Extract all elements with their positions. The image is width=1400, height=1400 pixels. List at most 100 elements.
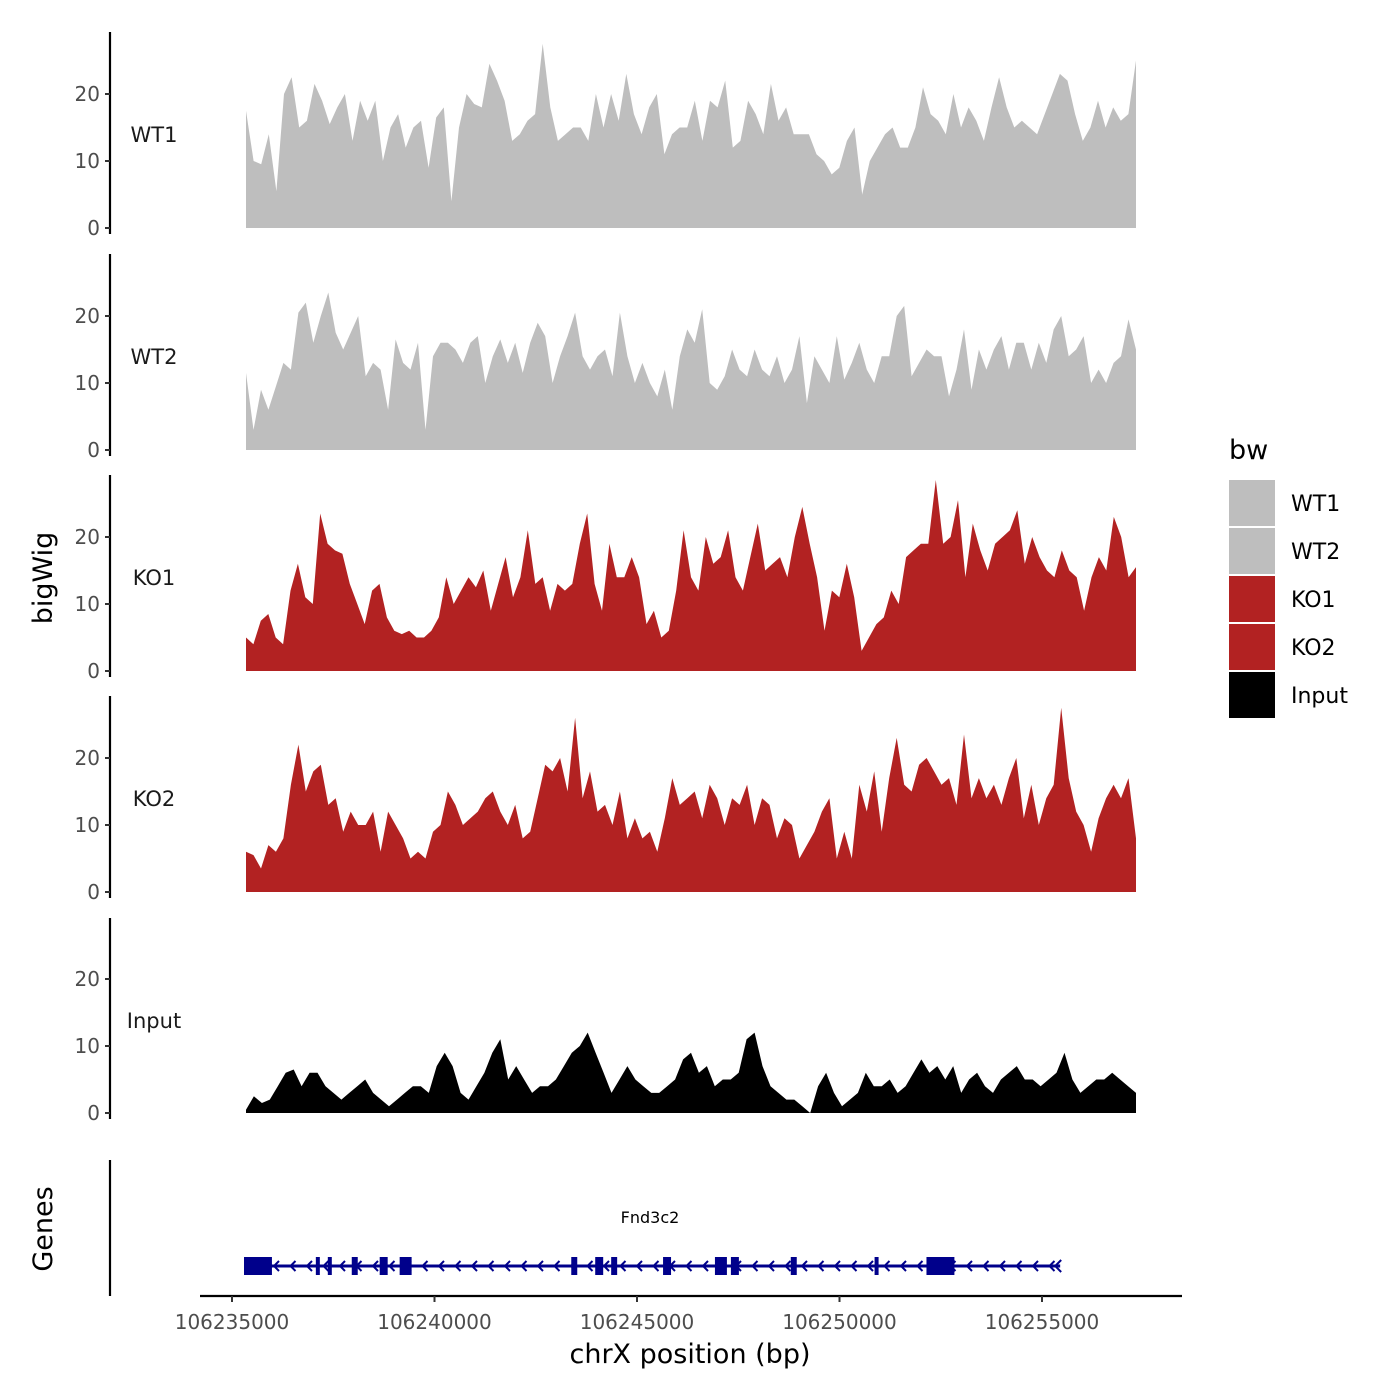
x-tick-label: 106250000: [782, 1310, 897, 1334]
legend-swatch-wt2: [1229, 528, 1275, 574]
y-tick-label: 10: [75, 149, 100, 173]
strand-arrow: [520, 1260, 528, 1272]
strand-arrow: [470, 1260, 478, 1272]
area-ko2: [246, 707, 1136, 892]
exon: [595, 1257, 604, 1275]
y-tick-label: 20: [75, 525, 100, 549]
strand-arrow: [800, 1260, 808, 1272]
y-tick-label: 10: [75, 1034, 100, 1058]
strand-arrow: [833, 1260, 841, 1272]
y-tick-label: 0: [87, 216, 100, 240]
legend-title: bw: [1229, 435, 1268, 466]
y-tick-label: 20: [75, 746, 100, 770]
strand-arrow: [817, 1260, 825, 1272]
strand-arrow: [289, 1260, 297, 1272]
strand-arrow: [503, 1260, 511, 1272]
strand-arrow: [1048, 1260, 1056, 1272]
track-label: WT2: [131, 345, 178, 369]
strand-arrow: [586, 1260, 594, 1272]
exon: [663, 1257, 672, 1275]
exon: [611, 1257, 618, 1275]
legend-swatch-wt1: [1229, 480, 1275, 526]
strand-arrow: [454, 1260, 462, 1272]
x-tick-label: 106235000: [175, 1310, 290, 1334]
track-ko2: 0 10 20 KO2: [75, 696, 1136, 904]
strand-arrow: [652, 1260, 660, 1272]
area-wt2: [246, 292, 1136, 450]
strand-arrow: [437, 1260, 445, 1272]
strand-arrow: [619, 1260, 627, 1272]
strand-arrow: [965, 1260, 973, 1272]
strand-arrow: [866, 1260, 874, 1272]
strand-arrow: [982, 1260, 990, 1272]
strand-arrow: [916, 1260, 924, 1272]
strand-arrow: [322, 1260, 330, 1272]
legend-label-ko2: KO2: [1291, 636, 1336, 661]
exon: [351, 1257, 358, 1275]
y-tick-label: 20: [75, 967, 100, 991]
strand-arrow: [899, 1260, 907, 1272]
y-tick-label: 20: [75, 304, 100, 328]
y-tick-label: 10: [75, 813, 100, 837]
y-tick-label: 10: [75, 592, 100, 616]
exon: [244, 1257, 272, 1275]
area-wt1: [246, 43, 1136, 228]
legend-swatch-ko2: [1229, 624, 1275, 670]
gene-label: Fnd3c2: [621, 1208, 680, 1227]
coverage-tracks: 0 10 20 WT1 0 10 20 WT2 0 10 20 KO1 0 10 20 KO2 0 10 20 Inp…: [75, 32, 1136, 1125]
legend-label-wt1: WT1: [1291, 492, 1340, 517]
strand-arrow: [371, 1260, 379, 1272]
strand-arrow: [487, 1260, 495, 1272]
strand-arrow: [784, 1260, 792, 1272]
exon: [926, 1257, 955, 1275]
legend-swatch-ko1: [1229, 576, 1275, 622]
x-axis-title: chrX position (bp): [569, 1339, 810, 1370]
legend-label-wt2: WT2: [1291, 540, 1340, 565]
track-label: KO2: [133, 787, 176, 811]
strand-arrow: [998, 1260, 1006, 1272]
track-label: WT1: [131, 123, 178, 147]
y-tick-label: 20: [75, 82, 100, 106]
y-tick-label: 0: [87, 880, 100, 904]
track-label: KO1: [133, 566, 176, 590]
y-tick-label: 0: [87, 438, 100, 462]
y-tick-label: 10: [75, 371, 100, 395]
genes-axis-title: Genes: [28, 1186, 59, 1271]
legend-label-input: Input: [1291, 684, 1348, 709]
track-label: Input: [127, 1009, 181, 1033]
area-input: [246, 1032, 1136, 1113]
strand-arrow: [388, 1260, 396, 1272]
y-tick-label: 0: [87, 1101, 100, 1125]
exon: [379, 1257, 388, 1275]
track-wt2: 0 10 20 WT2: [75, 254, 1136, 462]
strand-arrow: [685, 1260, 693, 1272]
exon: [714, 1257, 727, 1275]
x-tick-label: 106245000: [580, 1310, 695, 1334]
legend-label-ko1: KO1: [1291, 588, 1336, 613]
x-axis: 106235000 106240000 106245000 106250000 1062…: [175, 1294, 1182, 1334]
legend-swatch-input: [1229, 672, 1275, 718]
exon: [327, 1257, 332, 1275]
x-tick-label: 106240000: [377, 1310, 492, 1334]
exon: [315, 1257, 320, 1275]
track-wt1: 0 10 20 WT1: [75, 32, 1136, 240]
track-input: 0 10 20 Input: [75, 918, 1136, 1125]
exon: [571, 1257, 578, 1275]
y-tick-label: 0: [87, 659, 100, 683]
exon: [399, 1257, 412, 1275]
strand-arrow: [751, 1260, 759, 1272]
strand-arrow: [1015, 1260, 1023, 1272]
track-ko1: 0 10 20 KO1: [75, 475, 1136, 683]
strand-arrow: [767, 1260, 775, 1272]
strand-arrow: [1031, 1260, 1039, 1272]
exon: [790, 1257, 797, 1275]
legend: bw WT1 WT2 KO1 KO2 Input: [1229, 435, 1348, 718]
exon: [874, 1257, 879, 1275]
strand-arrow: [272, 1260, 280, 1272]
gene-fnd3c2: Fnd3c2: [244, 1208, 1062, 1275]
area-ko1: [246, 480, 1136, 671]
strand-arrow: [338, 1260, 346, 1272]
strand-arrow: [635, 1260, 643, 1272]
genes-panel: Fnd3c2: [108, 1160, 1062, 1296]
